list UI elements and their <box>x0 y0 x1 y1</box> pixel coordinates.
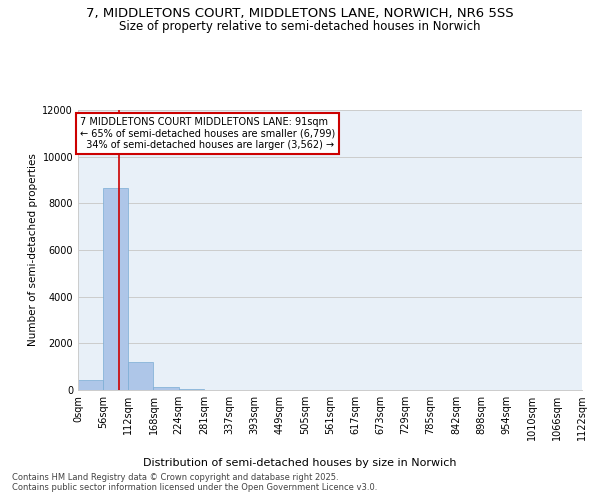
Bar <box>78 380 103 390</box>
Bar <box>179 389 204 390</box>
Bar <box>154 386 179 390</box>
Text: 7 MIDDLETONS COURT MIDDLETONS LANE: 91sqm
← 65% of semi-detached houses are smal: 7 MIDDLETONS COURT MIDDLETONS LANE: 91sq… <box>80 117 335 150</box>
Text: 7, MIDDLETONS COURT, MIDDLETONS LANE, NORWICH, NR6 5SS: 7, MIDDLETONS COURT, MIDDLETONS LANE, NO… <box>86 8 514 20</box>
Y-axis label: Number of semi-detached properties: Number of semi-detached properties <box>28 154 38 346</box>
Bar <box>128 362 154 390</box>
Text: Distribution of semi-detached houses by size in Norwich: Distribution of semi-detached houses by … <box>143 458 457 468</box>
Bar <box>103 188 128 390</box>
Text: Contains HM Land Registry data © Crown copyright and database right 2025.
Contai: Contains HM Land Registry data © Crown c… <box>12 472 377 492</box>
Text: Size of property relative to semi-detached houses in Norwich: Size of property relative to semi-detach… <box>119 20 481 33</box>
